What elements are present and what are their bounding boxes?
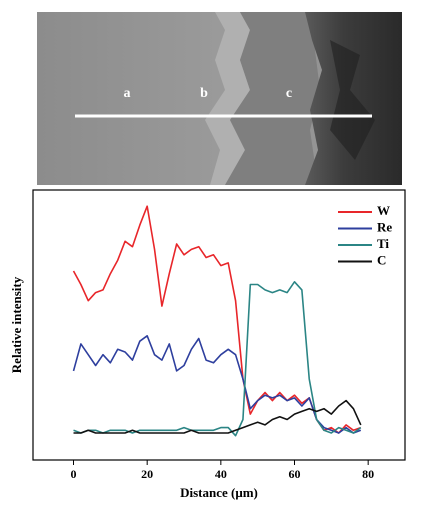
- legend-label: W: [377, 203, 390, 218]
- region-label: a: [124, 86, 131, 101]
- x-axis-label: Distance (μm): [180, 485, 258, 500]
- data-line: [72, 205, 362, 434]
- y-axis-label: Relative intensity: [9, 276, 24, 373]
- region-label: c: [286, 86, 292, 101]
- region-label: b: [200, 86, 208, 101]
- x-tick-label: 40: [215, 467, 227, 481]
- x-tick-label: 60: [289, 467, 301, 481]
- x-tick-label: 20: [141, 467, 153, 481]
- x-tick-label: 80: [362, 467, 374, 481]
- x-tick-label: 0: [71, 467, 77, 481]
- data-line: [73, 281, 362, 437]
- legend-label: C: [377, 252, 386, 267]
- legend-label: Ti: [377, 236, 389, 251]
- data-line: [72, 335, 362, 434]
- legend-label: Re: [377, 219, 392, 234]
- data-line: [73, 399, 362, 434]
- sem-image: a b c: [37, 12, 402, 185]
- plot-frame: [32, 189, 406, 461]
